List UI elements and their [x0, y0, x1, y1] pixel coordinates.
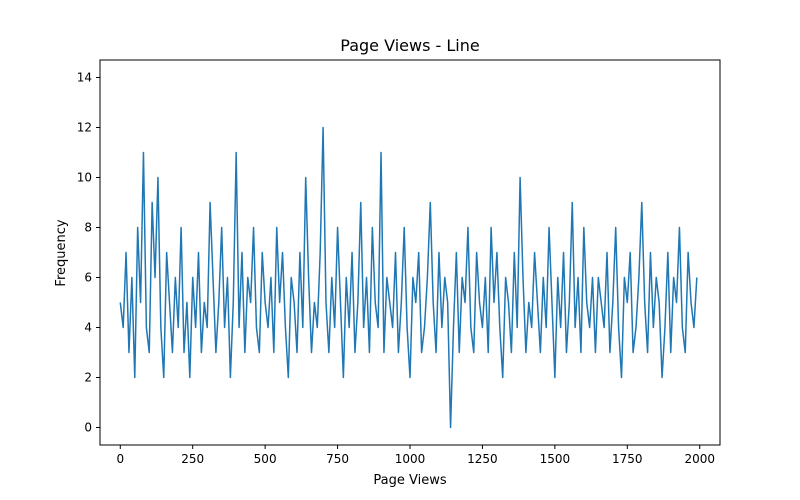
y-tick-label: 14 — [77, 71, 92, 85]
plot-background — [100, 60, 720, 445]
x-axis-title: Page Views — [373, 473, 446, 488]
plot-area — [99, 59, 721, 446]
y-tick-label: 10 — [77, 171, 92, 185]
y-axis: 0 2 4 6 8 10 12 14 — [77, 71, 100, 435]
x-tick-label: 500 — [254, 452, 277, 466]
y-axis-title: Frequency — [54, 219, 69, 286]
x-tick-label: 1000 — [395, 452, 426, 466]
x-tick-label: 0 — [116, 452, 124, 466]
series-line-0 — [119, 126, 698, 429]
y-tick-label: 2 — [84, 371, 92, 385]
y-tick-label: 0 — [84, 421, 92, 435]
y-tick-label: 12 — [77, 121, 92, 135]
x-tick-label: 250 — [181, 452, 204, 466]
x-tick-label: 1250 — [467, 452, 498, 466]
x-axis: 0 250 500 750 1000 1250 1500 1750 2000 — [116, 445, 715, 466]
chart-title: Page Views - Line — [340, 36, 479, 55]
y-tick-label: 8 — [84, 221, 92, 235]
x-tick-label: 750 — [326, 452, 349, 466]
x-tick-label: 1750 — [612, 452, 643, 466]
series-layer — [119, 126, 698, 429]
y-tick-label: 6 — [84, 271, 92, 285]
y-tick-label: 4 — [84, 321, 92, 335]
x-tick-label: 2000 — [684, 452, 715, 466]
x-tick-label: 1500 — [540, 452, 571, 466]
